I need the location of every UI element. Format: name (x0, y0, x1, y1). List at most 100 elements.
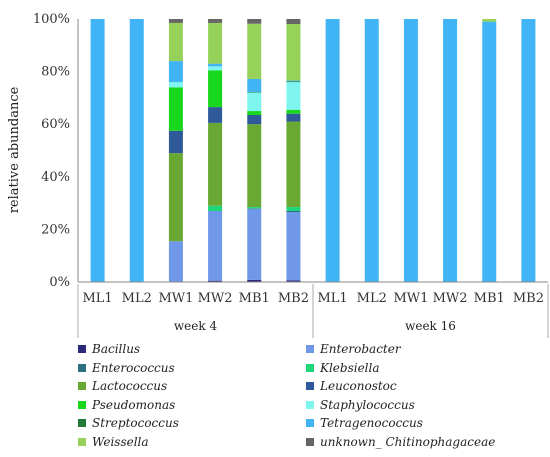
group-label: week 4 (174, 319, 218, 333)
y-tick-label: 60% (41, 117, 70, 132)
bar-segment (208, 210, 223, 281)
legend-item: Enterobacter (306, 342, 401, 356)
legend-item: Lactococcus (78, 379, 167, 393)
legend-swatch (306, 363, 314, 372)
bar-segment (247, 92, 262, 93)
bar-segment (208, 22, 223, 64)
bar-segment (90, 19, 105, 282)
x-tick-label: MW1 (393, 291, 428, 306)
bar-segment (168, 22, 183, 62)
bar-segment (364, 19, 379, 282)
legend-swatch (78, 382, 86, 390)
x-tick-label: MB1 (239, 291, 270, 306)
bar-segment (286, 210, 301, 213)
bar-segment (208, 122, 223, 206)
x-tick-label: MB2 (513, 291, 544, 306)
x-tick-label: ML2 (122, 291, 152, 306)
bar-segment (208, 205, 223, 211)
legend-swatch (306, 437, 314, 446)
legend-item: Staphylococcus (306, 398, 415, 412)
legend-label: unknown_ Chitinophagaceae (320, 434, 496, 449)
bar-segment (208, 280, 223, 282)
bar-segment (403, 19, 418, 282)
bar-segment (286, 82, 301, 110)
x-tick-label: MB1 (474, 291, 505, 306)
bar-segment (286, 109, 301, 114)
legend-label: Leuconostoc (320, 379, 397, 393)
bar-segment (482, 19, 497, 22)
bar-segment (247, 279, 262, 282)
bar-segment (286, 207, 301, 211)
x-tick-label: MW1 (158, 291, 193, 306)
bar-segment (168, 61, 183, 83)
legend-label: Enterobacter (320, 342, 401, 356)
stacked-bar-chart: relative abundance 0% 20% 40% 60% 80% 100% ML… (7, 12, 549, 338)
bar-segment (247, 19, 262, 24)
x-tick-label: ML1 (82, 291, 112, 306)
legend-item: Streptococcus (78, 416, 179, 430)
y-tick-label: 40% (41, 170, 70, 185)
bar-segment (129, 19, 144, 282)
legend-label: Weissella (92, 434, 149, 449)
bar-segment (247, 207, 262, 209)
bar-segment (168, 87, 183, 131)
bar-segment (168, 82, 183, 88)
legend-swatch (78, 363, 86, 372)
y-tick-label: 20% (41, 222, 70, 237)
x-tick-label: MW2 (433, 291, 468, 306)
legend-item: Klebsiella (306, 361, 380, 375)
legend-item: Bacillus (78, 342, 140, 356)
legend-label: Bacillus (92, 342, 141, 356)
bar-segment (168, 19, 183, 23)
x-tick-label: MB2 (278, 291, 309, 306)
legend-swatch (78, 437, 86, 446)
legend-item: unknown_ Chitinophagaceae (306, 435, 495, 449)
bar-segment (168, 153, 183, 242)
bar-segment (168, 130, 183, 154)
legend-label: Pseudomonas (92, 397, 176, 412)
legend-swatch (78, 400, 86, 409)
legend-label: Streptococcus (92, 416, 179, 430)
bar-segment (247, 208, 262, 209)
bar-segment (208, 107, 223, 123)
legend-item: Enterococcus (78, 361, 175, 375)
bar-segment (247, 92, 262, 112)
legend-item: Weissella (78, 435, 149, 449)
legend-item: Tetragenococcus (306, 416, 423, 430)
legend-swatch (78, 345, 86, 353)
legend-label: Staphylococcus (320, 397, 415, 412)
legend-label: Lactococcus (92, 379, 168, 393)
y-tick-label: 80% (41, 65, 70, 80)
x-tick-label: MW2 (198, 291, 233, 306)
bar-segment (443, 19, 458, 282)
group-label: week 16 (405, 319, 456, 333)
y-tick-label: 0% (49, 275, 70, 290)
bar-segment (286, 121, 301, 208)
bar-segment (286, 23, 301, 81)
bar-segment (247, 208, 262, 280)
legend-swatch (306, 345, 314, 353)
bar-segment (482, 21, 497, 282)
bar-segment (247, 124, 262, 208)
legend-swatch (306, 382, 314, 390)
legend-label: Tetragenococcus (320, 416, 423, 430)
bar-segment (208, 70, 223, 108)
legend-item: Leuconostoc (306, 379, 397, 393)
legend-swatch (306, 400, 314, 409)
bar-segment (247, 111, 262, 115)
bar-segment (208, 63, 223, 67)
bar-segment (286, 81, 301, 83)
legend-swatch (306, 419, 314, 427)
legend-item: Pseudomonas (78, 398, 175, 412)
bar-segment (325, 19, 340, 282)
bar-segment (286, 280, 301, 282)
legend-swatch (78, 419, 86, 427)
legend-label: Klebsiella (320, 360, 380, 375)
bar-segment (521, 19, 536, 282)
bar-segment (247, 114, 262, 125)
bar-segment (286, 212, 301, 281)
bar-segment (247, 78, 262, 93)
bar-segment (286, 80, 301, 82)
x-tick-label: ML1 (317, 291, 347, 306)
y-tick-label: 100% (33, 12, 70, 27)
